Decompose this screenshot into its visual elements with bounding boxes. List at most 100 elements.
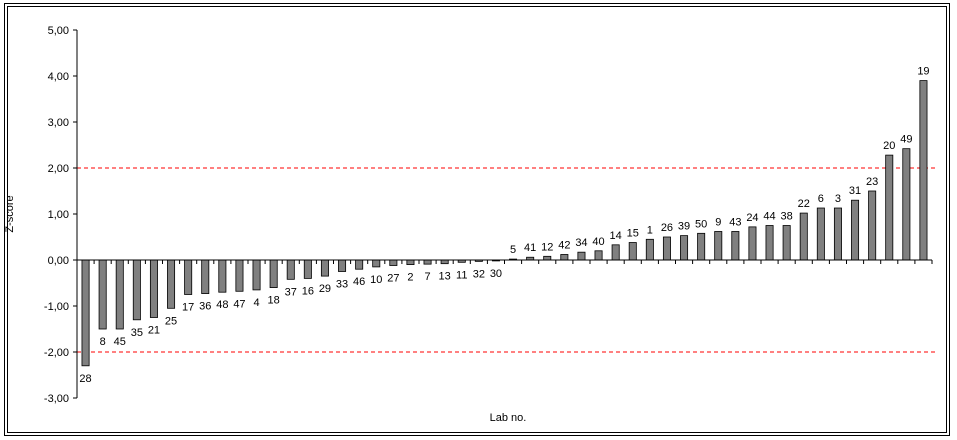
bar — [115, 259, 124, 330]
data-label: 6 — [818, 193, 824, 205]
data-label: 23 — [866, 176, 878, 188]
data-label: 15 — [627, 228, 639, 240]
data-label: 34 — [575, 237, 587, 249]
bar — [372, 259, 381, 268]
data-label: 2 — [407, 272, 413, 284]
bar — [868, 190, 877, 261]
bar — [782, 225, 791, 261]
bar — [218, 259, 227, 293]
bar — [714, 231, 723, 261]
x-axis-title: Lab no. — [490, 412, 527, 424]
bar — [184, 259, 193, 295]
bar — [543, 255, 552, 261]
y-tick-labels: -3,00 -2,00 -1,00 0,00 1,00 2,00 3,00 4,00 5,00 — [44, 25, 69, 405]
y-tick-label: 2,00 — [48, 163, 69, 175]
bar — [577, 251, 586, 261]
data-label: 42 — [558, 239, 570, 251]
data-label: 40 — [592, 236, 604, 248]
bar — [167, 259, 176, 309]
bar — [816, 207, 825, 261]
data-label: 10 — [370, 274, 382, 286]
bar — [680, 235, 689, 261]
bar — [423, 259, 432, 265]
data-label: 29 — [319, 283, 331, 295]
data-label: 20 — [883, 140, 895, 152]
data-label: 39 — [678, 221, 690, 233]
bar — [611, 244, 620, 261]
y-tick-label: -1,00 — [44, 301, 69, 313]
data-label: 35 — [131, 327, 143, 339]
data-label: 21 — [148, 325, 160, 337]
bar — [851, 199, 860, 261]
bar — [81, 259, 90, 367]
data-label: 5 — [510, 244, 516, 256]
data-label: 24 — [746, 212, 758, 224]
data-label: 12 — [541, 241, 553, 253]
data-label: 30 — [490, 268, 502, 280]
y-tick-label: -3,00 — [44, 393, 69, 405]
data-label: 13 — [439, 271, 451, 283]
data-label: 17 — [182, 302, 194, 314]
data-label: 25 — [165, 315, 177, 327]
bar-series — [81, 80, 928, 367]
data-label: 32 — [473, 268, 485, 280]
data-label: 48 — [216, 299, 228, 311]
data-label: 18 — [268, 295, 280, 307]
data-label: 26 — [661, 222, 673, 234]
axes — [73, 29, 933, 399]
bar — [286, 259, 295, 280]
y-axis-title: Z-score — [4, 195, 16, 232]
bar — [662, 236, 671, 261]
y-tick-label: -2,00 — [44, 347, 69, 359]
bar — [645, 238, 654, 261]
data-label: 28 — [79, 373, 91, 385]
bar — [748, 226, 757, 261]
bar — [765, 225, 774, 261]
bar — [594, 250, 603, 261]
bar — [833, 207, 842, 261]
data-label: 44 — [763, 211, 775, 223]
data-label: 27 — [387, 273, 399, 285]
reference-lines — [77, 167, 936, 353]
y-tick-label: 5,00 — [48, 25, 69, 37]
data-label: 49 — [900, 134, 912, 146]
data-label: 45 — [114, 336, 126, 348]
bar — [560, 254, 569, 261]
bar — [235, 259, 244, 292]
data-label: 9 — [715, 216, 721, 228]
data-label: 3 — [835, 193, 841, 205]
bar — [98, 259, 107, 330]
data-label: 19 — [917, 66, 929, 78]
data-label: 14 — [610, 230, 622, 242]
chart-frame — [7, 6, 947, 433]
y-tick-label: 4,00 — [48, 71, 69, 83]
data-label: 33 — [336, 279, 348, 291]
chart-outer-frame — [4, 3, 950, 436]
bar — [320, 259, 329, 277]
data-label: 41 — [524, 242, 536, 254]
data-label: 7 — [424, 271, 430, 283]
data-label: 4 — [253, 297, 259, 309]
y-tick-label: 3,00 — [48, 117, 69, 129]
y-tick-label: 0,00 — [48, 255, 69, 267]
bar — [697, 232, 706, 261]
bar — [902, 148, 911, 261]
bar — [628, 242, 637, 261]
data-label: 46 — [353, 276, 365, 288]
bar — [799, 212, 808, 261]
bar — [201, 259, 210, 294]
bar — [731, 231, 740, 261]
data-label: 37 — [285, 286, 297, 298]
bar — [303, 259, 312, 279]
data-label: 22 — [798, 198, 810, 210]
bar — [355, 259, 364, 270]
bar — [132, 259, 141, 321]
bar — [338, 259, 347, 272]
bar — [440, 259, 449, 265]
bar — [389, 259, 398, 266]
data-label: 8 — [100, 336, 106, 348]
data-label: 43 — [729, 216, 741, 228]
data-label: 36 — [199, 301, 211, 313]
bar — [406, 259, 415, 265]
